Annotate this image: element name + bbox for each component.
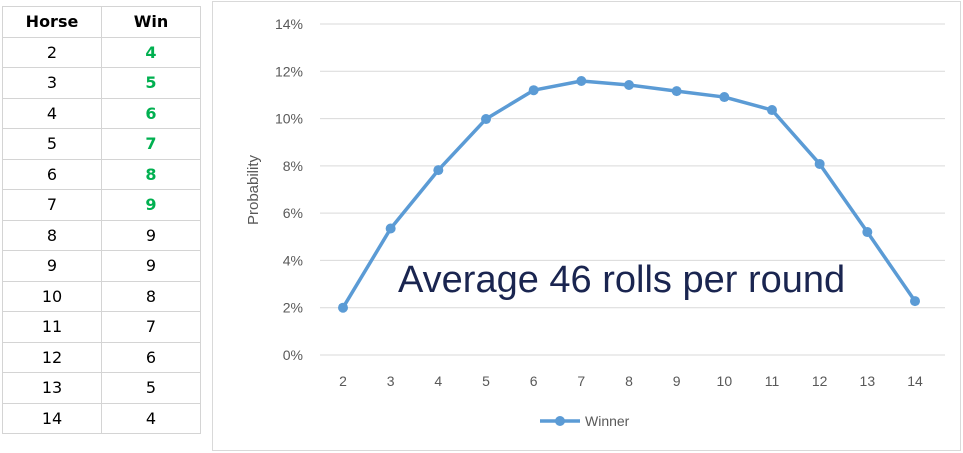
x-tick-label: 12 bbox=[812, 373, 828, 389]
data-point bbox=[624, 79, 634, 90]
win-cell: 9 bbox=[101, 219, 201, 251]
data-point bbox=[433, 165, 444, 176]
win-cell: 5 bbox=[101, 372, 201, 404]
horse-cell: 6 bbox=[2, 158, 102, 190]
horse-cell: 8 bbox=[2, 219, 102, 251]
data-point bbox=[481, 114, 491, 125]
win-cell: 4 bbox=[101, 36, 201, 68]
x-tick-label: 6 bbox=[530, 373, 538, 389]
y-axis-label: Probability bbox=[245, 154, 262, 225]
chart-area bbox=[212, 1, 961, 451]
horse-cell: 4 bbox=[2, 97, 102, 129]
x-tick-label: 10 bbox=[717, 373, 733, 389]
x-tick-label: 3 bbox=[387, 373, 395, 389]
horse-win-table: Horse Win 2 4 3 5 4 6 5 7 6 8 7 9 8 9 9 9 10 8 11 7 12 6 13 5 14 4 bbox=[2, 6, 201, 434]
header-win: Win bbox=[101, 6, 201, 38]
data-point bbox=[767, 105, 777, 116]
win-cell: 4 bbox=[101, 402, 201, 434]
x-tick-label: 7 bbox=[577, 373, 585, 389]
win-cell: 6 bbox=[101, 341, 201, 373]
data-point bbox=[385, 223, 396, 234]
chart-annotation: Average 46 rolls per round bbox=[398, 259, 845, 301]
y-tick-label: 10% bbox=[275, 111, 303, 127]
win-cell: 7 bbox=[101, 128, 201, 160]
data-point bbox=[719, 92, 730, 103]
data-point bbox=[671, 86, 682, 97]
data-point bbox=[528, 85, 539, 96]
horse-cell: 9 bbox=[2, 250, 102, 282]
y-tick-label: 2% bbox=[283, 300, 303, 316]
x-tick-label: 9 bbox=[673, 373, 681, 389]
x-tick-label: 14 bbox=[907, 373, 923, 389]
x-tick-label: 11 bbox=[765, 373, 780, 389]
x-tick-label: 4 bbox=[434, 373, 442, 389]
x-tick-label: 2 bbox=[339, 373, 347, 389]
y-tick-label: 6% bbox=[283, 205, 303, 221]
data-point bbox=[910, 296, 920, 307]
data-point bbox=[576, 75, 587, 86]
x-tick-label: 5 bbox=[482, 373, 490, 389]
data-point bbox=[338, 302, 348, 313]
data-point bbox=[862, 227, 873, 238]
y-tick-label: 4% bbox=[283, 252, 303, 268]
win-cell: 6 bbox=[101, 97, 201, 129]
legend-marker bbox=[555, 416, 565, 426]
y-tick-label: 12% bbox=[275, 63, 303, 79]
win-cell: 5 bbox=[101, 67, 201, 99]
y-tick-label: 14% bbox=[275, 16, 303, 32]
table-row: 14 4 bbox=[2, 402, 201, 434]
legend-label: Winner bbox=[585, 413, 630, 429]
data-point bbox=[814, 158, 825, 169]
header-horse: Horse bbox=[2, 6, 102, 38]
horse-cell: 14 bbox=[2, 402, 102, 434]
y-tick-label: 0% bbox=[283, 347, 303, 363]
x-tick-label: 8 bbox=[625, 373, 633, 389]
y-tick-label: 8% bbox=[283, 158, 303, 174]
win-cell: 8 bbox=[101, 158, 201, 190]
x-tick-label: 13 bbox=[860, 373, 876, 389]
